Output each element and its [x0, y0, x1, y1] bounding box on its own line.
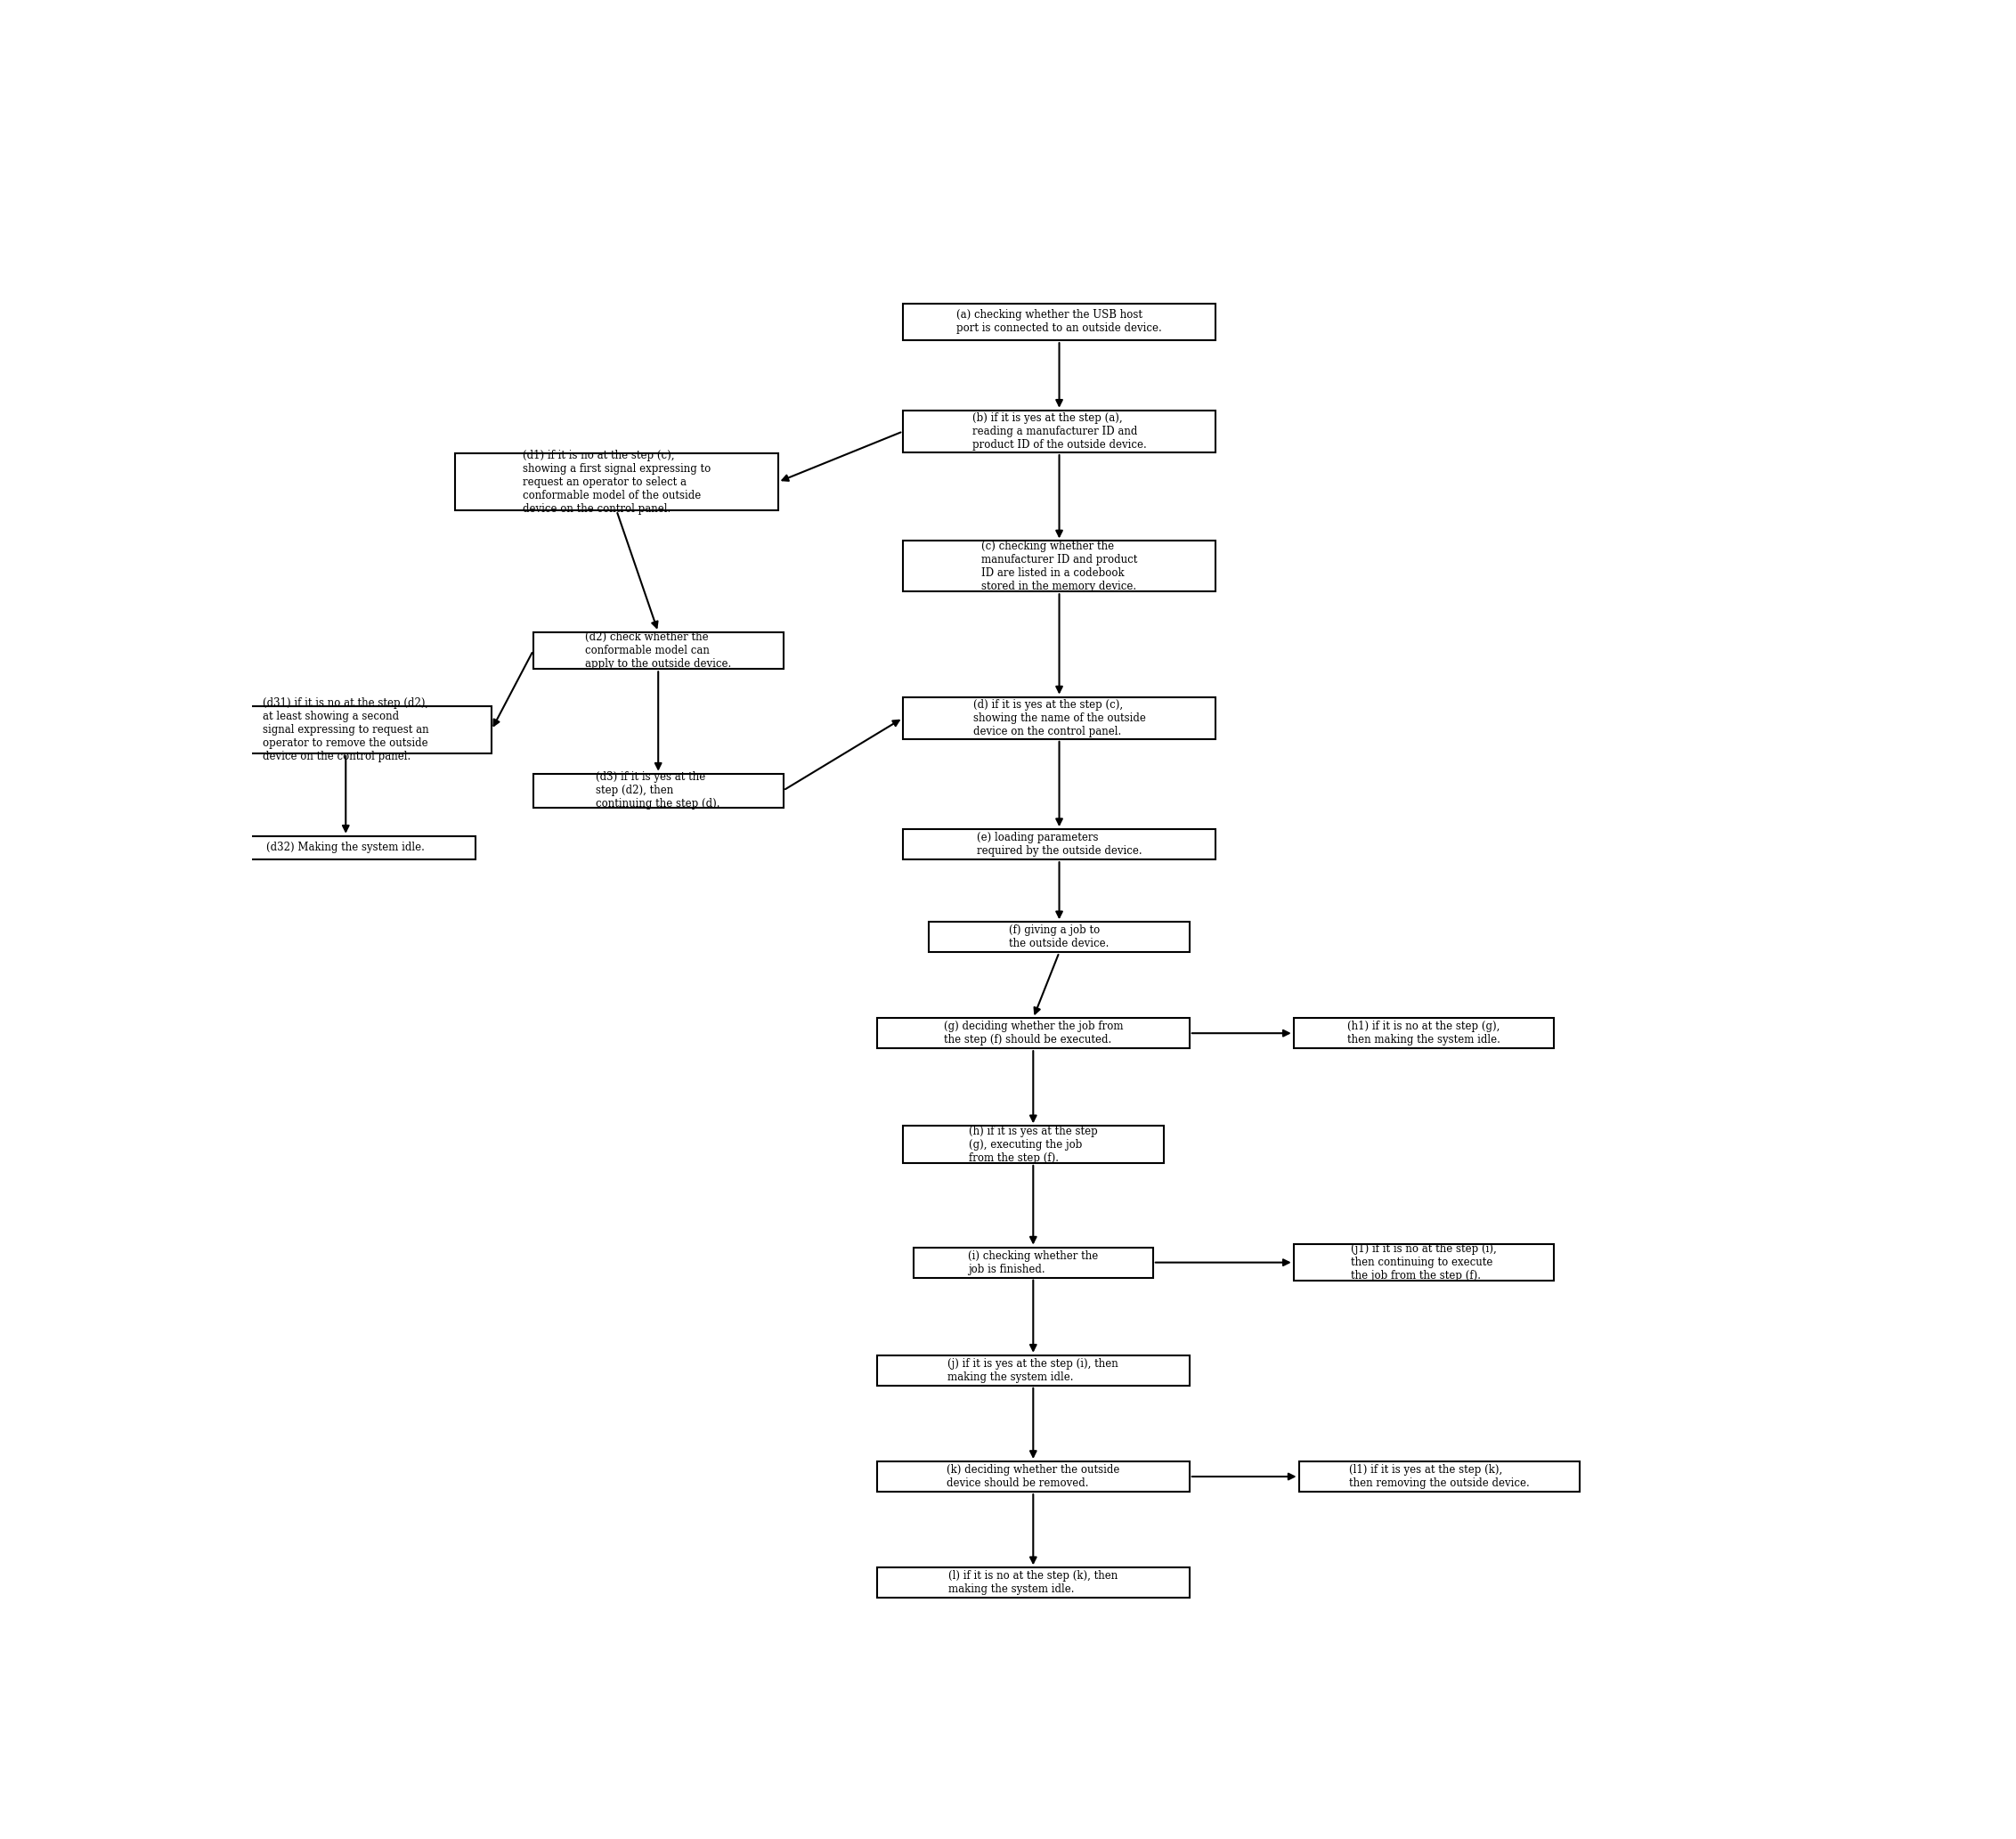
Text: (l) if it is no at the step (k), then
making the system idle.: (l) if it is no at the step (k), then ma…	[948, 1571, 1119, 1594]
Text: (d2) check whether the
conformable model can
apply to the outside device.: (d2) check whether the conformable model…	[585, 631, 732, 669]
Text: (f) giving a job to
the outside device.: (f) giving a job to the outside device.	[1010, 925, 1109, 949]
Text: (g) deciding whether the job from
the step (f) should be executed.: (g) deciding whether the job from the st…	[943, 1021, 1123, 1046]
Text: (c) checking whether the
manufacturer ID and product
ID are listed in a codebook: (c) checking whether the manufacturer ID…	[982, 541, 1137, 592]
FancyBboxPatch shape	[929, 921, 1189, 953]
Text: (d32) Making the system idle.: (d32) Making the system idle.	[266, 842, 425, 853]
Text: (d31) if it is no at the step (d2),
at least showing a second
signal expressing : (d31) if it is no at the step (d2), at l…	[262, 697, 429, 763]
FancyBboxPatch shape	[532, 774, 782, 807]
FancyBboxPatch shape	[200, 706, 492, 754]
Text: (e) loading parameters
required by the outside device.: (e) loading parameters required by the o…	[976, 831, 1141, 857]
FancyBboxPatch shape	[1298, 1462, 1581, 1491]
FancyBboxPatch shape	[877, 1462, 1189, 1491]
Text: (d) if it is yes at the step (c),
showing the name of the outside
device on the : (d) if it is yes at the step (c), showin…	[974, 699, 1145, 737]
Text: (k) deciding whether the outside
device should be removed.: (k) deciding whether the outside device …	[948, 1464, 1119, 1490]
FancyBboxPatch shape	[877, 1019, 1189, 1048]
FancyBboxPatch shape	[1294, 1019, 1554, 1048]
Text: (d3) if it is yes at the
step (d2), then
continuing the step (d).: (d3) if it is yes at the step (d2), then…	[597, 771, 720, 809]
FancyBboxPatch shape	[1294, 1243, 1554, 1282]
Text: (d1) if it is no at the step (c),
showing a first signal expressing to
request a: (d1) if it is no at the step (c), showin…	[522, 449, 710, 515]
FancyBboxPatch shape	[456, 452, 778, 511]
FancyBboxPatch shape	[216, 837, 476, 859]
Text: (b) if it is yes at the step (a),
reading a manufacturer ID and
product ID of th: (b) if it is yes at the step (a), readin…	[972, 412, 1147, 451]
FancyBboxPatch shape	[903, 1125, 1163, 1162]
FancyBboxPatch shape	[877, 1355, 1189, 1385]
Text: (i) checking whether the
job is finished.: (i) checking whether the job is finished…	[968, 1251, 1099, 1274]
Text: (h1) if it is no at the step (g),
then making the system idle.: (h1) if it is no at the step (g), then m…	[1347, 1021, 1500, 1046]
Text: (l1) if it is yes at the step (k),
then removing the outside device.: (l1) if it is yes at the step (k), then …	[1349, 1464, 1530, 1490]
Text: (h) if it is yes at the step
(g), executing the job
from the step (f).: (h) if it is yes at the step (g), execut…	[970, 1125, 1097, 1164]
FancyBboxPatch shape	[877, 1567, 1189, 1598]
Text: (j) if it is yes at the step (i), then
making the system idle.: (j) if it is yes at the step (i), then m…	[948, 1357, 1119, 1383]
FancyBboxPatch shape	[903, 303, 1216, 340]
Text: (a) checking whether the USB host
port is connected to an outside device.: (a) checking whether the USB host port i…	[956, 309, 1161, 335]
FancyBboxPatch shape	[903, 697, 1216, 739]
FancyBboxPatch shape	[903, 410, 1216, 452]
FancyBboxPatch shape	[903, 829, 1216, 859]
FancyBboxPatch shape	[532, 633, 782, 669]
FancyBboxPatch shape	[903, 541, 1216, 592]
Text: (j1) if it is no at the step (i),
then continuing to execute
the job from the st: (j1) if it is no at the step (i), then c…	[1351, 1243, 1496, 1282]
FancyBboxPatch shape	[913, 1247, 1153, 1278]
